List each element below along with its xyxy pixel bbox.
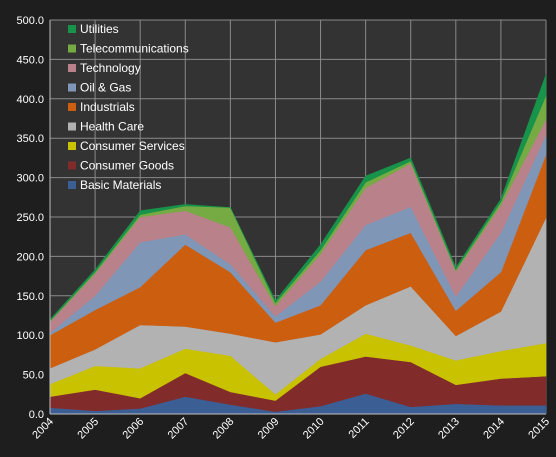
y-tick-label: 450.0 [16, 54, 44, 66]
y-tick-label: 150.0 [16, 291, 44, 303]
legend-swatch [68, 142, 76, 150]
legend: Utilities Telecommunications Technology Oil… [68, 22, 189, 192]
x-tick-label: 2011 [347, 416, 372, 441]
legend-swatch [68, 161, 76, 170]
x-tick-label: 2014 [481, 416, 507, 442]
legend-label: Telecommunications [80, 42, 189, 56]
x-tick-label: 2005 [75, 416, 101, 442]
legend-label: Industrials [80, 100, 135, 114]
y-tick-label: 400.0 [16, 94, 44, 106]
legend-swatch [68, 181, 76, 189]
y-tick-label: 350.0 [16, 133, 44, 145]
series-area [49, 74, 547, 322]
y-tick-label: 300.0 [16, 173, 44, 185]
legend-label: Oil & Gas [80, 81, 131, 95]
legend-label: Health Care [80, 120, 144, 134]
legend-swatch [68, 64, 76, 72]
legend-swatch [68, 25, 76, 33]
x-tick-label: 2015 [526, 416, 552, 442]
x-tick-label: 2013 [436, 416, 462, 442]
legend-swatch [68, 103, 76, 111]
series-areas [49, 74, 547, 415]
y-tick-label: 500.0 [16, 15, 44, 27]
x-tick-label: 2006 [121, 416, 147, 442]
x-tick-label: 2010 [301, 416, 327, 442]
legend-label: Basic Materials [80, 178, 161, 192]
y-tick-label: 200.0 [16, 251, 44, 263]
y-tick-label: 250.0 [16, 212, 44, 224]
y-tick-label: 50.0 [23, 370, 44, 382]
legend-swatch [68, 83, 76, 92]
legend-swatch [68, 44, 76, 53]
x-tick-label: 2009 [256, 416, 282, 442]
x-tick-label: 2012 [391, 416, 417, 442]
y-tick-label: 100.0 [16, 330, 44, 342]
legend-label: Consumer Goods [80, 159, 174, 173]
legend-label: Utilities [80, 22, 119, 36]
legend-swatch [68, 122, 76, 131]
legend-label: Consumer Services [80, 139, 185, 153]
x-tick-label: 2008 [211, 416, 237, 442]
x-tick-label: 2007 [166, 416, 192, 442]
y-tick-label: 0.0 [29, 409, 44, 421]
legend-label: Technology [80, 61, 141, 75]
